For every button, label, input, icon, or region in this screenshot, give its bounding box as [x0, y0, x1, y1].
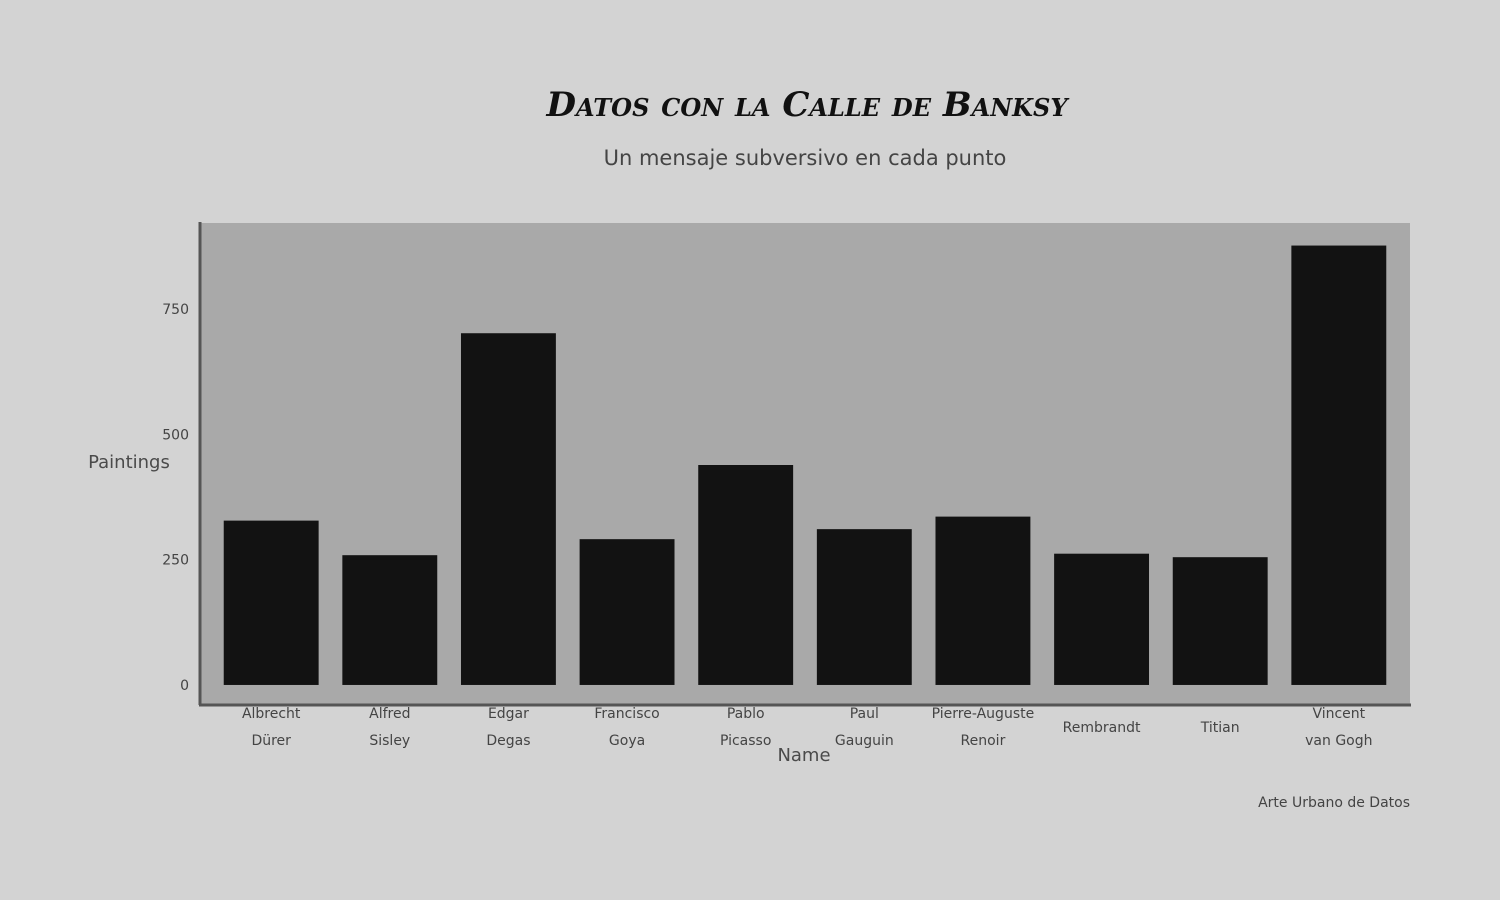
chart-subtitle: Un mensaje subversivo en cada punto: [604, 146, 1007, 170]
x-tick-label: Paul Gauguin: [835, 706, 894, 749]
bar: [1054, 553, 1150, 685]
x-tick-label: Pierre-Auguste Renoir: [932, 706, 1035, 749]
x-axis-labels: Albrecht Dürer Alfred Sisley Edgar Degas Franc…: [242, 706, 1373, 749]
bar: [1172, 557, 1268, 685]
bar: [342, 555, 438, 685]
y-axis-ticks: 0 250 500 750: [162, 302, 189, 694]
x-tick-label: Edgar Degas: [486, 706, 530, 749]
bar: [223, 520, 319, 685]
bar: [460, 333, 556, 685]
bar: [935, 516, 1031, 685]
chart-caption: Arte Urbano de Datos: [1258, 795, 1410, 811]
y-tick-label: 0: [180, 678, 189, 694]
x-tick-label: Alfred Sisley: [369, 706, 410, 749]
bar: [698, 465, 794, 685]
bar: [816, 529, 912, 685]
y-tick-label: 750: [162, 302, 189, 318]
y-tick-label: 500: [162, 427, 189, 443]
bar: [579, 539, 675, 685]
x-tick-label: Pablo Picasso: [720, 706, 771, 749]
chart-title: Datos con la Calle de Banksy: [546, 85, 1071, 125]
bars: [223, 245, 1387, 685]
bar: [1291, 245, 1387, 685]
x-tick-label: Vincent van Gogh: [1305, 706, 1372, 749]
y-axis-title: Paintings: [88, 452, 170, 473]
x-tick-label: Titian: [1200, 720, 1240, 736]
y-tick-label: 250: [162, 553, 189, 569]
x-tick-label: Albrecht Dürer: [242, 706, 301, 749]
x-tick-label: Francisco Goya: [594, 706, 659, 749]
x-tick-label: Rembrandt: [1063, 720, 1141, 736]
x-axis-title: Name: [777, 745, 830, 766]
